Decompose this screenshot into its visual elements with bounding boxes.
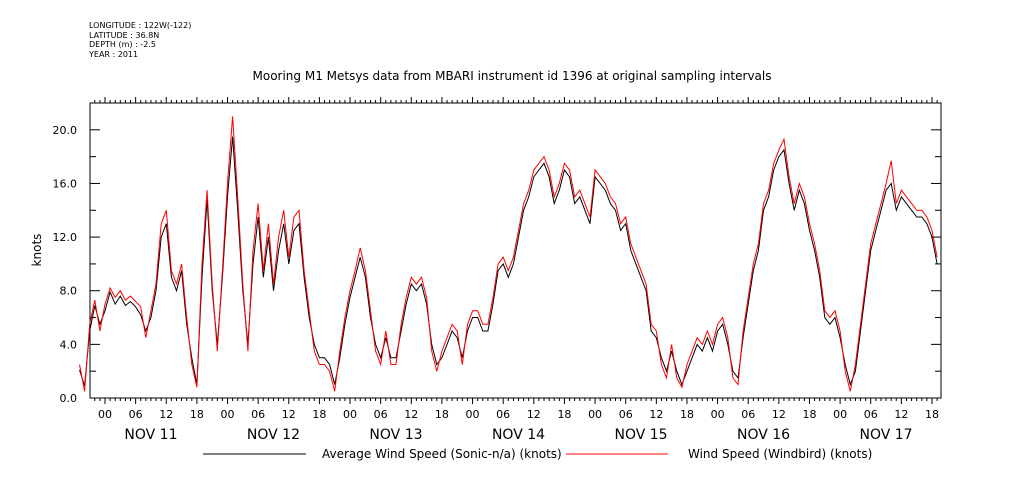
x-hour-label: 06 [374,408,388,421]
x-hour-label: 06 [251,408,265,421]
x-hour-label: 12 [159,408,173,421]
x-hour-label: 18 [190,408,204,421]
x-hour-label: 00 [98,408,112,421]
y-tick-label: 8.0 [60,285,78,298]
x-hour-label: 00 [711,408,725,421]
chart-title: Mooring M1 Metsys data from MBARI instru… [253,69,772,83]
y-tick-label: 4.0 [60,338,78,351]
y-tick-label: 0.0 [60,392,78,405]
x-hour-label: 12 [772,408,786,421]
x-day-label: NOV 13 [369,427,422,443]
x-hour-label: 12 [527,408,541,421]
y-tick-label: 16.0 [53,177,78,190]
y-tick-label: 20.0 [53,124,78,137]
longitude-label: LONGITUDE : 122W(-122) [89,21,192,30]
year-label: YEAR : 2011 [89,49,139,59]
x-hour-label: 12 [282,408,296,421]
x-hour-label: 06 [496,408,510,421]
x-hour-label: 00 [833,408,847,421]
plot-frame [89,102,942,399]
series-line-windbird-wind-speed [79,116,938,392]
x-hour-label: 06 [864,408,878,421]
legend-label-windbird: Wind Speed (Windbird) (knots) [688,447,872,461]
x-hour-label: 18 [680,408,694,421]
x-hour-label: 00 [588,408,602,421]
y-axis-label: knots [30,234,44,267]
x-day-label: NOV 15 [614,427,667,443]
x-day-label: NOV 14 [492,427,545,443]
series-line-average-wind-speed [79,136,938,387]
x-hour-label: 00 [343,408,357,421]
x-hour-label: 12 [894,408,908,421]
x-hour-label: 00 [221,408,235,421]
latitude-label: LATITUDE : 36.8N [89,30,160,40]
x-day-label: NOV 12 [247,427,300,443]
x-hour-label: 00 [466,408,480,421]
x-hour-label: 06 [741,408,755,421]
x-hour-label: 18 [925,408,939,421]
x-hour-label: 18 [557,408,571,421]
x-hour-label: 18 [802,408,816,421]
depth-label: DEPTH (m) : -2.5 [89,40,156,49]
station-metadata: LONGITUDE : 122W(-122) LATITUDE : 36.8N … [89,21,191,59]
x-hour-label: 06 [129,408,143,421]
legend-label-average: Average Wind Speed (Sonic-n/a) (knots) [322,447,562,461]
x-hour-label: 18 [312,408,326,421]
x-day-label: NOV 17 [860,427,913,443]
y-tick-label: 12.0 [53,231,78,244]
x-hour-label: 06 [619,408,633,421]
x-hour-label: 12 [649,408,663,421]
x-hour-label: 12 [404,408,418,421]
x-day-label: NOV 11 [124,427,177,443]
x-day-label: NOV 16 [737,427,790,443]
x-hour-label: 18 [435,408,449,421]
